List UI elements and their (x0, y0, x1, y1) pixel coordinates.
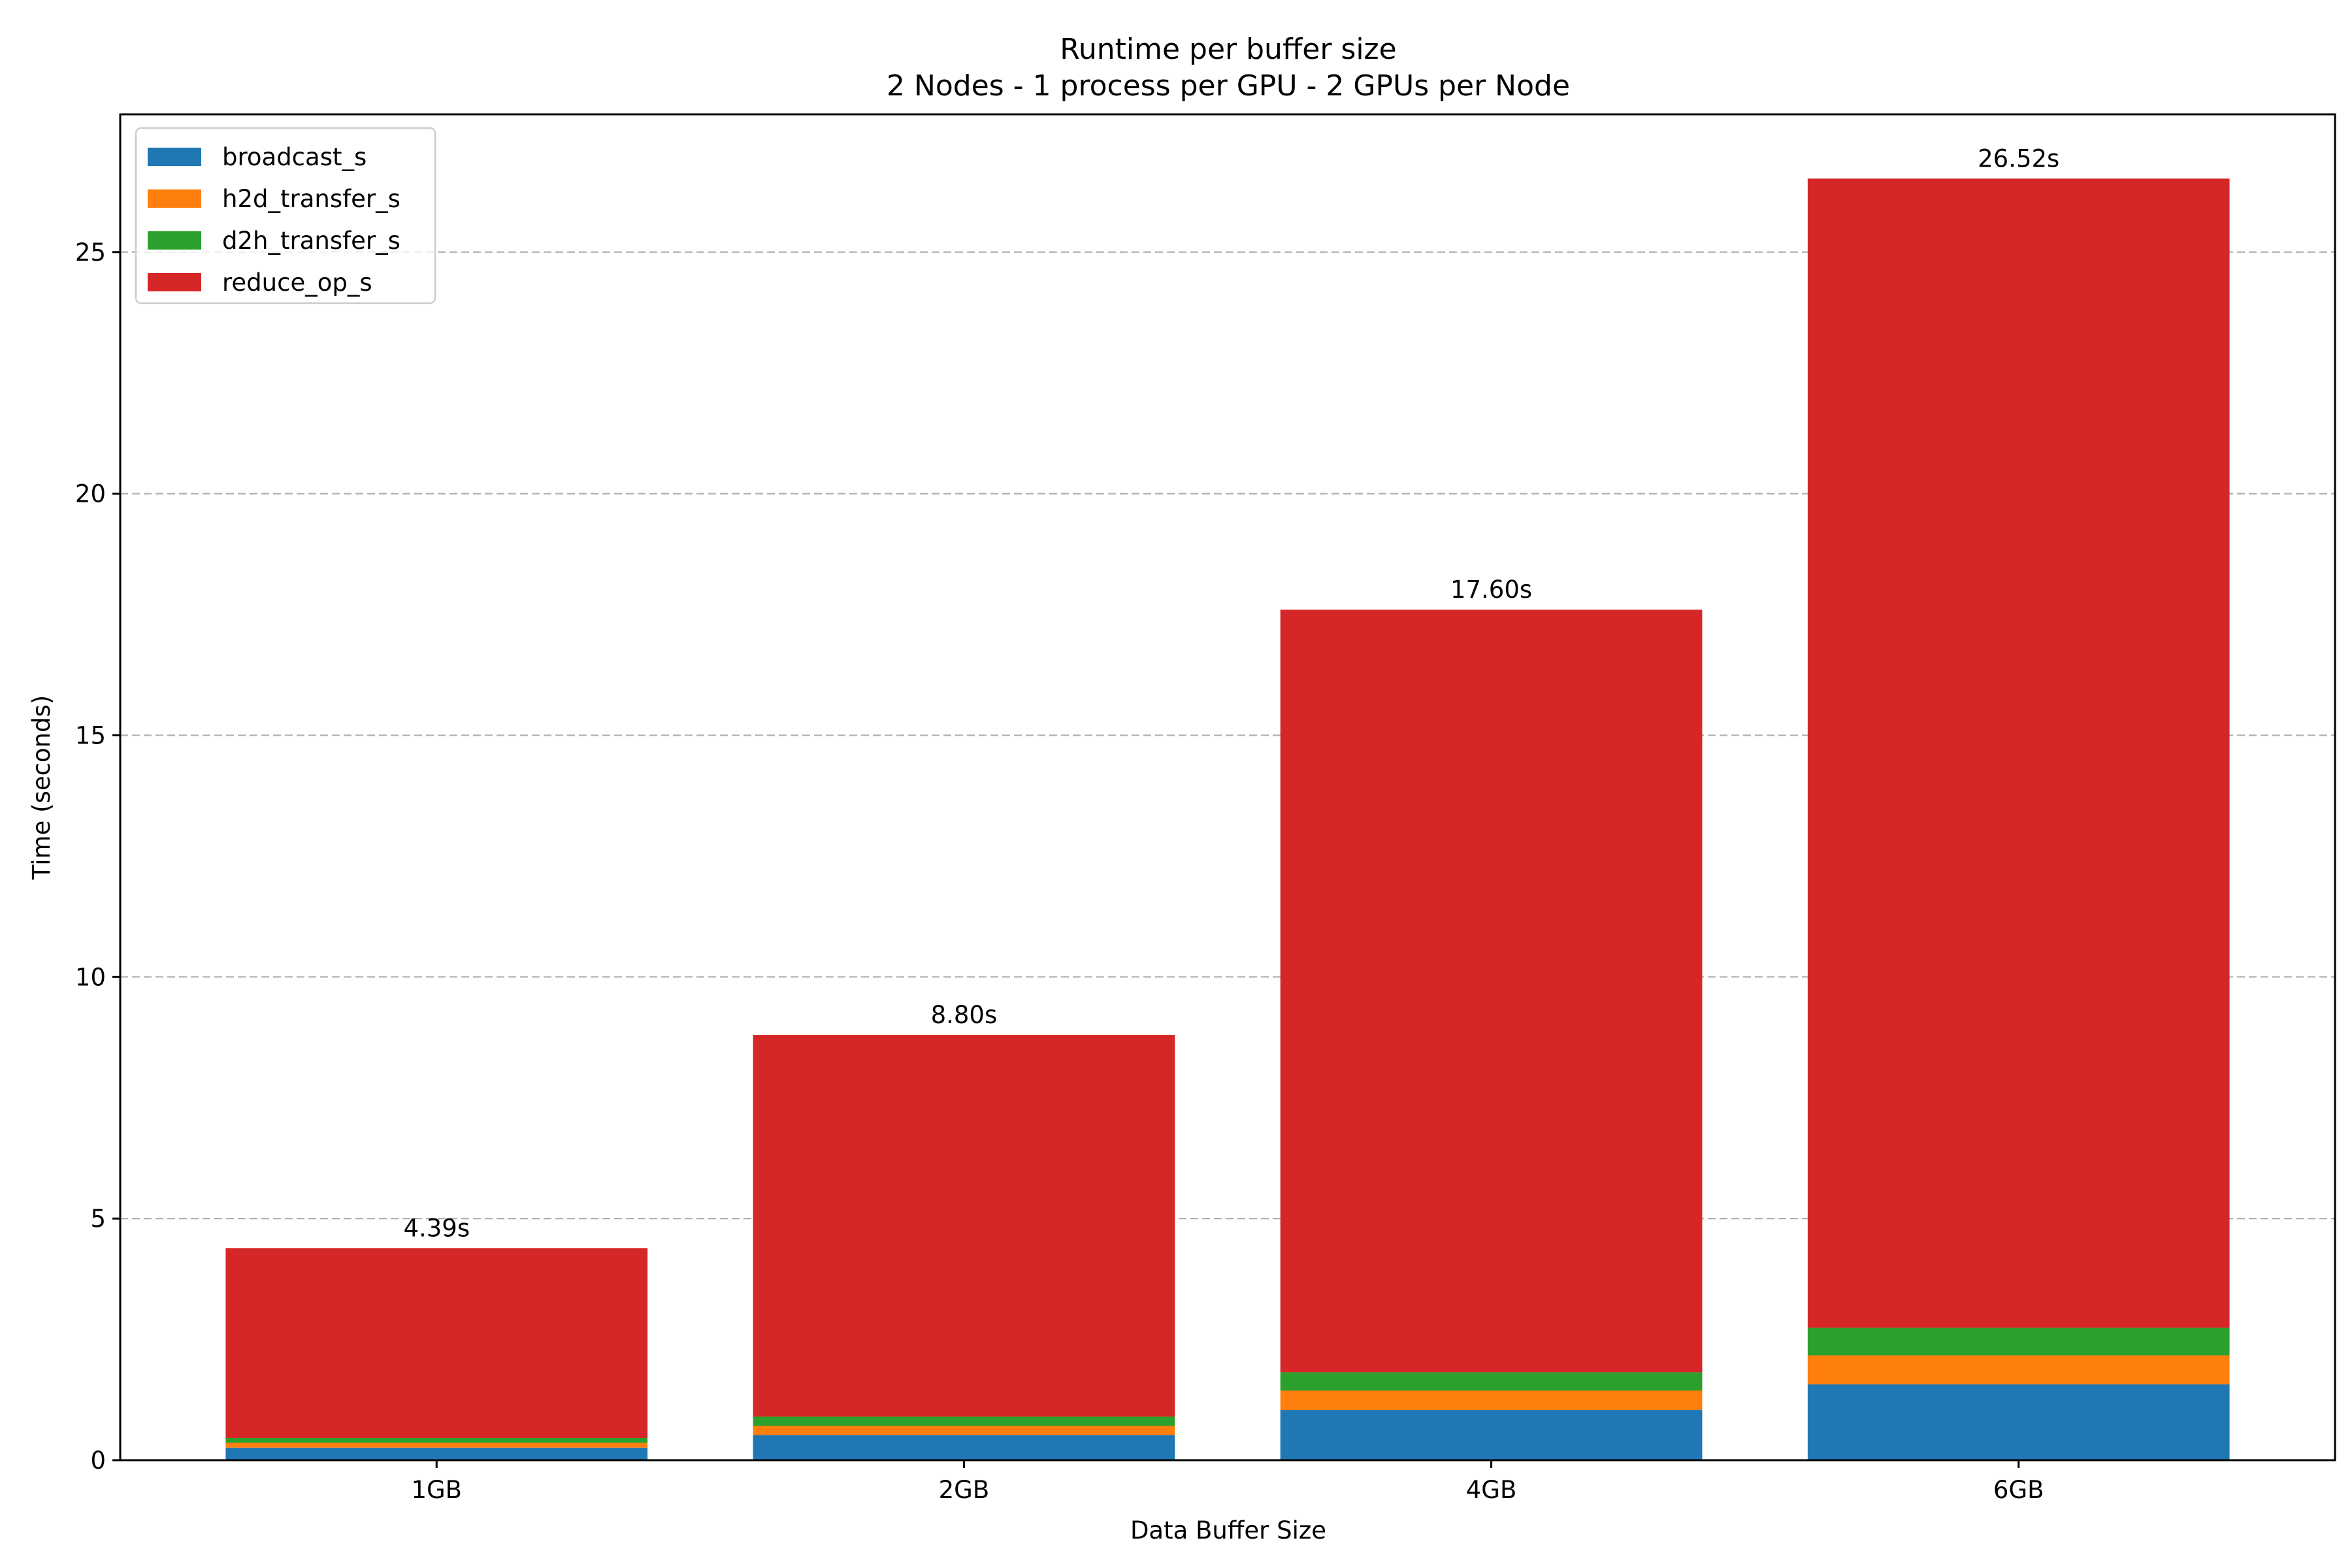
chart-title: Runtime per buffer size (1060, 33, 1396, 66)
bar-reduce_op_s-6GB (1807, 178, 2230, 1328)
x-tick-label: 2GB (939, 1476, 990, 1504)
legend-swatch-d2h_transfer_s (148, 231, 201, 250)
legend-box (135, 127, 436, 304)
legend-swatch-reduce_op_s (148, 273, 201, 291)
total-label: 17.60s (1450, 576, 1532, 604)
bar-broadcast_s-2GB (753, 1435, 1175, 1460)
gridlines (120, 251, 2335, 1220)
y-tick-label: 5 (90, 1205, 106, 1233)
total-label: 4.39s (403, 1214, 470, 1242)
legend-label: h2d_transfer_s (222, 185, 400, 213)
legend-swatch-h2d_transfer_s (148, 189, 201, 208)
y-tick-label: 10 (75, 963, 106, 991)
x-tick-label: 4GB (1466, 1476, 1517, 1504)
y-axis: 0 5 10 15 20 25 (75, 238, 120, 1475)
bar-reduce_op_s-4GB (1280, 610, 1703, 1373)
legend: broadcast_s h2d_transfer_s d2h_transfer_sr… (135, 127, 436, 304)
bar-reduce_op_s-1GB (225, 1248, 648, 1438)
y-axis-label: Time (seconds) (27, 695, 56, 880)
x-tick-label: 1GB (411, 1476, 462, 1504)
plot-frame (119, 113, 2336, 1462)
legend-label: broadcast_s (222, 143, 367, 171)
bar-broadcast_s-6GB (1807, 1384, 2230, 1460)
bar-h2d_transfer_s-6GB (1807, 1355, 2230, 1384)
y-tick-label: 20 (75, 480, 106, 508)
bar-h2d_transfer_s-4GB (1280, 1390, 1703, 1411)
x-tick-label: 6GB (1993, 1476, 2044, 1504)
y-tick-label: 0 (90, 1446, 106, 1475)
bar-broadcast_s-1GB (225, 1447, 648, 1460)
bar-reduce_op_s-2GB (753, 1035, 1175, 1417)
bar-d2h_transfer_s-6GB (1807, 1328, 2230, 1356)
x-axis: 1GB 2GB 4GB 6GB (411, 1460, 2044, 1504)
bar-h2d_transfer_s-1GB (225, 1443, 648, 1448)
legend-label: d2h_transfer_s (222, 227, 400, 255)
y-tick-label: 15 (75, 721, 106, 749)
total-label: 8.80s (931, 1001, 998, 1029)
bar-h2d_transfer_s-2GB (753, 1426, 1175, 1435)
total-labels: 4.39s 8.80s 17.60s 26.52s (403, 144, 2059, 1242)
bars (225, 178, 2230, 1460)
bar-d2h_transfer_s-1GB (225, 1437, 648, 1443)
total-label: 26.52s (1978, 144, 2059, 172)
bar-d2h_transfer_s-2GB (753, 1416, 1175, 1426)
bar-broadcast_s-4GB (1280, 1410, 1703, 1460)
x-axis-label: Data Buffer Size (1130, 1516, 1326, 1544)
chart-subtitle: 2 Nodes - 1 process per GPU - 2 GPUs per… (887, 69, 1570, 103)
legend-label: reduce_op_s (222, 269, 372, 297)
bar-d2h_transfer_s-4GB (1280, 1372, 1703, 1391)
legend-swatch-broadcast_s (148, 148, 201, 166)
y-tick-label: 25 (75, 238, 106, 267)
